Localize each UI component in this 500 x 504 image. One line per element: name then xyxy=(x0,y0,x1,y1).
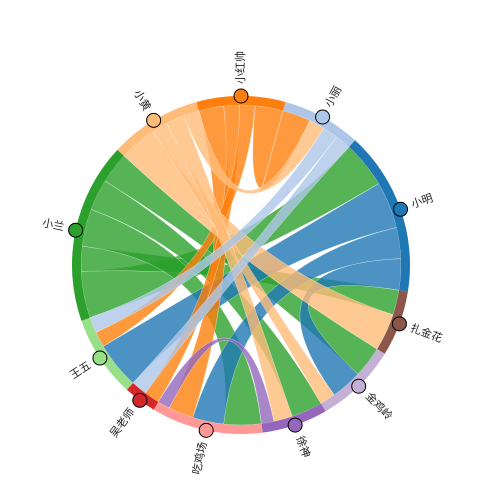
ribbon xyxy=(158,338,275,424)
node-arc xyxy=(321,349,385,412)
node-label: 徐神 xyxy=(293,434,313,459)
ribbon xyxy=(89,127,338,333)
node-dot xyxy=(233,88,249,104)
node-label: 小丽 xyxy=(322,84,344,110)
node-arc xyxy=(283,101,356,147)
node-label: 小红帅 xyxy=(234,51,247,84)
node-arc xyxy=(117,101,199,156)
node-label: 小明 xyxy=(410,191,435,211)
node-dot xyxy=(315,109,331,125)
node-dot xyxy=(132,392,148,408)
node-label: 吃鸡场 xyxy=(189,440,210,475)
node-dot xyxy=(146,112,162,128)
node-arc xyxy=(81,317,133,390)
node-label: 金鸡岭 xyxy=(363,389,396,422)
node-label: 王五 xyxy=(68,359,94,382)
node-dot xyxy=(351,378,367,394)
node-label: 小兰 xyxy=(41,216,65,233)
node-arc xyxy=(153,401,263,435)
node-dot xyxy=(287,417,303,433)
node-dot xyxy=(92,350,108,366)
node-dot xyxy=(391,316,407,332)
node-dot xyxy=(68,222,84,238)
ribbons xyxy=(80,104,402,426)
node-dot xyxy=(198,422,214,438)
node-label: 吴老师 xyxy=(107,406,137,440)
node-arc xyxy=(71,149,125,321)
node-dot xyxy=(393,201,409,217)
node-label: 扎金花 xyxy=(409,321,445,346)
node-label: 小黄 xyxy=(131,87,154,113)
